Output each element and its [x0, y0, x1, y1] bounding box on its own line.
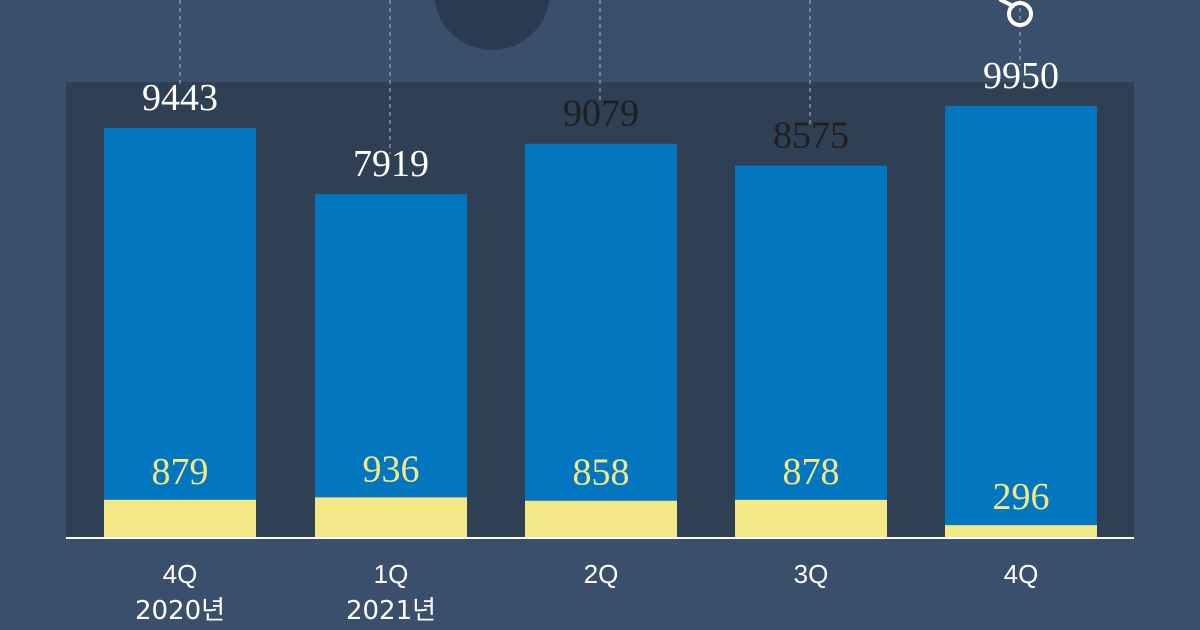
total-value-label: 9950 — [983, 55, 1059, 97]
segment-value-label: 936 — [363, 448, 420, 490]
x-tick-year-label: 2020년 — [135, 596, 225, 626]
x-tick-label: 4Q — [1004, 559, 1039, 589]
bar-segment — [945, 525, 1097, 538]
segment-value-label: 879 — [152, 451, 209, 493]
pin-icon — [999, 0, 1033, 27]
total-value-label: 9079 — [563, 93, 639, 135]
segment-value-label: 296 — [993, 476, 1050, 518]
x-tick-label: 3Q — [794, 559, 829, 589]
bar-total — [104, 127, 256, 539]
x-tick-label: 2Q — [584, 559, 619, 589]
decorative-circle — [434, 0, 550, 50]
total-value-label: 9443 — [142, 77, 218, 119]
total-value-label: 7919 — [353, 143, 429, 185]
bar-total — [315, 194, 467, 538]
bar-total — [945, 105, 1097, 538]
segment-value-label: 858 — [573, 452, 630, 494]
bar-segment — [735, 499, 887, 538]
bar-segment — [104, 499, 256, 538]
pin-ring — [1007, 1, 1033, 27]
x-tick-label: 1Q — [374, 559, 409, 589]
total-value-label: 8575 — [773, 115, 849, 157]
bar-segment — [525, 500, 677, 538]
segment-value-label: 878 — [783, 451, 840, 493]
x-tick-label: 4Q — [163, 559, 198, 589]
x-tick-year-label: 2021년 — [346, 596, 436, 626]
pin-stem — [999, 0, 1015, 8]
bar-segment — [315, 497, 467, 538]
bar-total — [735, 165, 887, 538]
bar-total — [525, 143, 677, 538]
